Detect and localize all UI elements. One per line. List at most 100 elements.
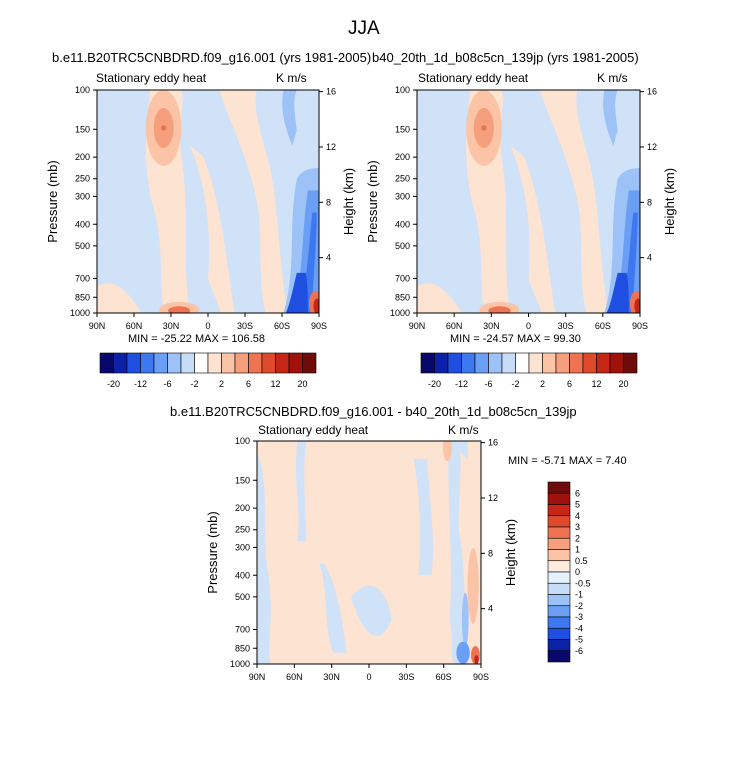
y-tick-label: 1000 xyxy=(390,308,410,318)
colorbar-box xyxy=(140,352,155,374)
negative-region xyxy=(456,641,470,664)
colorbar-box xyxy=(194,352,209,374)
x-tick-label: 60N xyxy=(446,321,463,331)
x-tick-label: 90S xyxy=(632,321,648,331)
surface-max-core xyxy=(488,306,511,313)
panel3-field xyxy=(257,441,481,664)
panel2-field xyxy=(417,90,640,313)
y2-tick-label: 8 xyxy=(326,197,331,207)
y2-tick-label: 12 xyxy=(488,493,498,503)
y-tick-label: 850 xyxy=(235,643,250,653)
x-tick-label: 0 xyxy=(526,321,531,331)
y2-tick-label: 12 xyxy=(647,142,657,152)
colorbar-label: 12 xyxy=(270,379,280,389)
y-tick-label: 500 xyxy=(75,241,90,251)
colorbar-box xyxy=(234,352,249,374)
y2-tick-label: 8 xyxy=(647,197,652,207)
colorbar-box xyxy=(623,352,638,374)
negative-region xyxy=(606,272,629,313)
colorbar-label: 12 xyxy=(591,379,601,389)
colorbar-label: -6 xyxy=(575,646,583,656)
negative-region xyxy=(296,441,307,542)
x-tick-label: 90N xyxy=(249,672,266,682)
colorbar-box xyxy=(547,627,571,640)
colorbar-box xyxy=(547,594,571,607)
colorbar-box xyxy=(275,352,290,374)
y-tick-label: 100 xyxy=(235,436,250,446)
x-tick-label: 60S xyxy=(436,672,452,682)
y-tick-label: 700 xyxy=(395,273,410,283)
upper-max-core xyxy=(481,125,487,131)
colorbar-box xyxy=(288,352,303,374)
y-tick-label: 300 xyxy=(235,542,250,552)
x-tick-label: 90S xyxy=(311,321,327,331)
colorbar-box xyxy=(447,352,462,374)
colorbar-label: -20 xyxy=(428,379,441,389)
y-tick-label: 1000 xyxy=(70,308,90,318)
colorbar-label: 5 xyxy=(575,500,580,510)
colorbar-label: 0 xyxy=(575,567,580,577)
colorbar-box xyxy=(515,352,530,374)
colorbar-box xyxy=(582,352,597,374)
negative-region xyxy=(617,212,638,313)
y-tick-label: 1000 xyxy=(230,659,250,669)
y-tick-label: 150 xyxy=(395,124,410,134)
y-tick-label: 250 xyxy=(75,174,90,184)
y-tick-label: 850 xyxy=(395,292,410,302)
colorbar-box xyxy=(547,616,571,629)
positive-region xyxy=(219,90,288,313)
x-tick-label: 0 xyxy=(366,672,371,682)
y-tick-label: 300 xyxy=(395,191,410,201)
panel1-title: b.e11.B20TRC5CNBDRD.f09_g16.001 (yrs 198… xyxy=(52,50,372,65)
polar-max-core xyxy=(313,298,319,313)
y-tick-label: 500 xyxy=(395,241,410,251)
colorbar-label: 20 xyxy=(297,379,307,389)
positive-region xyxy=(510,145,556,313)
y2-tick-label: 8 xyxy=(488,548,493,558)
colorbar-label: 0.5 xyxy=(575,556,588,566)
y-tick-label: 300 xyxy=(75,191,90,201)
colorbar-box xyxy=(488,352,503,374)
colorbar-box xyxy=(302,352,317,374)
colorbar-box xyxy=(99,352,114,374)
negative-region xyxy=(282,90,297,146)
positive-region xyxy=(97,283,142,313)
colorbar-box xyxy=(547,560,571,573)
colorbar-box xyxy=(528,352,543,374)
x-tick-label: 90N xyxy=(89,321,106,331)
colorbar-box xyxy=(547,526,571,539)
colorbar-label: -6 xyxy=(484,379,492,389)
colorbar-label: -1 xyxy=(575,590,583,600)
y-tick-label: 100 xyxy=(75,85,90,95)
x-tick-label: 90S xyxy=(473,672,489,682)
y-tick-label: 500 xyxy=(235,592,250,602)
y2-tick-label: 16 xyxy=(647,87,657,97)
colorbar-box xyxy=(474,352,489,374)
y-tick-label: 250 xyxy=(395,174,410,184)
y2-tick-label: 12 xyxy=(326,142,336,152)
x-tick-label: 60S xyxy=(595,321,611,331)
panel1-right-label: K m/s xyxy=(276,71,307,85)
colorbar-label: -2 xyxy=(190,379,198,389)
panel3-stats: MIN = -5.71 MAX = 7.40 xyxy=(508,455,627,467)
y-axis-title: Pressure (mb) xyxy=(365,160,380,242)
x-tick-label: 30N xyxy=(483,321,500,331)
x-tick-label: 60N xyxy=(286,672,303,682)
panel1-field xyxy=(97,90,319,313)
x-tick-label: 30N xyxy=(163,321,180,331)
y2-axis-title: Height (km) xyxy=(341,168,356,235)
colorbar-box xyxy=(434,352,449,374)
colorbar-label: 6 xyxy=(246,379,251,389)
colorbar-box xyxy=(501,352,516,374)
colorbar-box xyxy=(420,352,435,374)
colorbar-box xyxy=(547,639,571,652)
y-tick-label: 200 xyxy=(75,152,90,162)
colorbar-box xyxy=(547,492,571,505)
colorbar-label: 6 xyxy=(575,488,580,498)
negative-region xyxy=(454,441,468,459)
y-axis-title: Pressure (mb) xyxy=(45,160,60,242)
colorbar-box xyxy=(547,571,571,584)
figure-title: JJA xyxy=(348,18,380,39)
